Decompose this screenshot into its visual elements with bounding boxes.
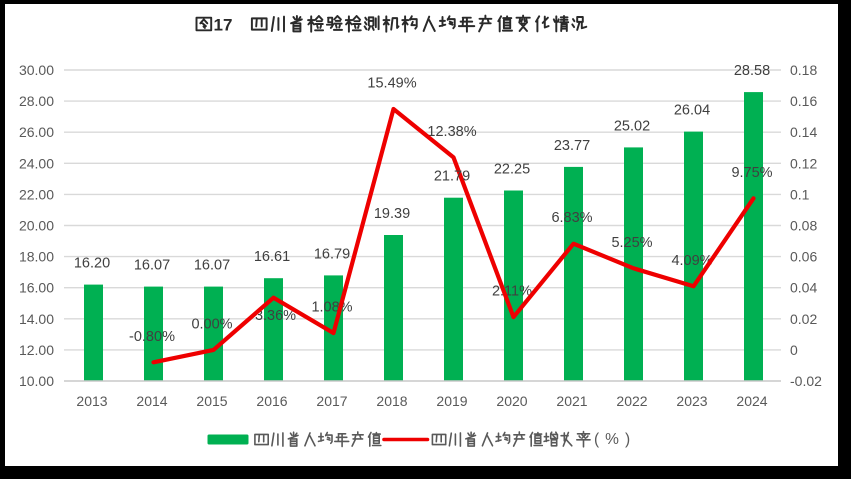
svg-text:0.12: 0.12: [790, 155, 817, 171]
svg-text:2018: 2018: [376, 393, 407, 409]
svg-text:16.07: 16.07: [194, 258, 230, 274]
svg-text:2019: 2019: [436, 393, 467, 409]
svg-text:0: 0: [790, 342, 798, 358]
svg-text:12.38%: 12.38%: [427, 124, 476, 140]
svg-text:2015: 2015: [196, 393, 227, 409]
svg-text:26.00: 26.00: [19, 124, 54, 140]
svg-text:0.14: 0.14: [790, 124, 817, 140]
svg-text:14.00: 14.00: [19, 311, 54, 327]
svg-text:20.00: 20.00: [19, 218, 54, 234]
svg-text:0.04: 0.04: [790, 280, 817, 296]
svg-text:-0.02: -0.02: [790, 373, 822, 389]
svg-text:2013: 2013: [76, 393, 107, 409]
svg-text:2021: 2021: [556, 393, 587, 409]
svg-text:0.16: 0.16: [790, 93, 817, 109]
svg-text:19.39: 19.39: [374, 206, 410, 222]
svg-text:2017: 2017: [316, 393, 347, 409]
svg-text:22.00: 22.00: [19, 186, 54, 202]
svg-text:2023: 2023: [676, 393, 707, 409]
svg-text:0.1: 0.1: [790, 186, 810, 202]
svg-text:2020: 2020: [496, 393, 527, 409]
svg-text:0.06: 0.06: [790, 249, 817, 265]
svg-text:10.00: 10.00: [19, 373, 54, 389]
svg-text:3.36%: 3.36%: [255, 308, 296, 324]
svg-text:12.00: 12.00: [19, 342, 54, 358]
svg-text:16.61: 16.61: [254, 249, 290, 265]
svg-text:2016: 2016: [256, 393, 287, 409]
svg-text:1.08%: 1.08%: [311, 300, 352, 316]
svg-text:0.08: 0.08: [790, 218, 817, 234]
svg-text:16.07: 16.07: [134, 258, 170, 274]
svg-text:2014: 2014: [136, 393, 167, 409]
svg-text:26.04: 26.04: [674, 103, 710, 119]
svg-text:2024: 2024: [736, 393, 767, 409]
svg-text:16.79: 16.79: [314, 246, 350, 262]
svg-text:(%): (%): [594, 431, 636, 448]
svg-text:25.02: 25.02: [614, 118, 650, 134]
svg-text:2.11%: 2.11%: [492, 284, 532, 300]
svg-text:22.25: 22.25: [494, 162, 530, 178]
svg-text:-0.80%: -0.80%: [129, 329, 175, 345]
svg-text:18.00: 18.00: [19, 249, 54, 265]
svg-text:28.58: 28.58: [734, 63, 770, 79]
svg-text:0.18: 0.18: [790, 62, 817, 78]
svg-text:16.00: 16.00: [19, 280, 54, 296]
svg-text:15.49%: 15.49%: [367, 76, 416, 92]
svg-text:30.00: 30.00: [19, 62, 54, 78]
svg-text:4.09%: 4.09%: [671, 253, 712, 269]
svg-text:24.00: 24.00: [19, 155, 54, 171]
svg-text:28.00: 28.00: [19, 93, 54, 109]
svg-text:2022: 2022: [616, 393, 647, 409]
svg-text:5.25%: 5.25%: [611, 235, 652, 251]
svg-text:0.00%: 0.00%: [191, 316, 232, 332]
svg-text:9.75%: 9.75%: [731, 165, 772, 181]
svg-text:0.02: 0.02: [790, 311, 817, 327]
svg-text:23.77: 23.77: [554, 138, 590, 154]
svg-text:16.20: 16.20: [74, 256, 110, 272]
svg-text:21.79: 21.79: [434, 169, 470, 185]
svg-text:17: 17: [214, 15, 233, 34]
svg-text:6.83%: 6.83%: [551, 210, 592, 226]
